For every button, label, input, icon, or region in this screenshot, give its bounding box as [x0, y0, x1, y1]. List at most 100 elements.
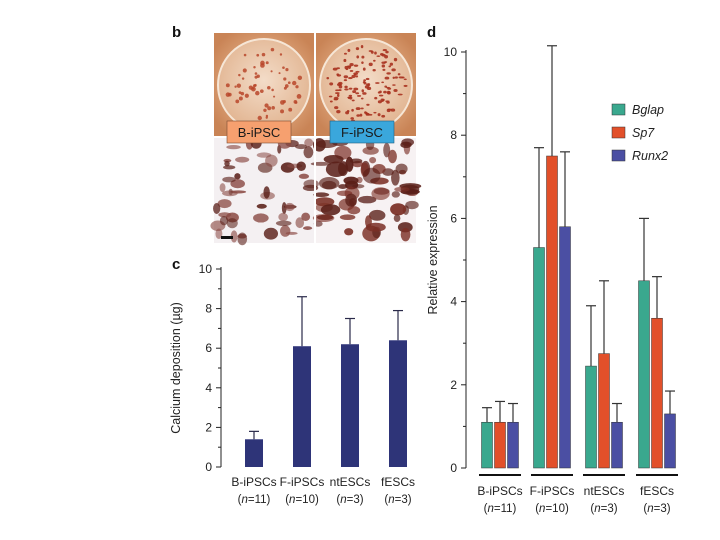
colony-dot [243, 53, 247, 57]
y-tick-label: 2 [205, 420, 212, 434]
x-n-label: (n=11) [484, 503, 517, 515]
colony-dot [361, 89, 365, 93]
colony-dot [334, 92, 340, 94]
stain-blob [235, 156, 250, 163]
colony-dot [360, 97, 364, 100]
colony-dot [356, 94, 362, 97]
label-f-ipsc: F-iPSC [341, 125, 383, 140]
colony-dot [295, 85, 299, 89]
stain-blob [390, 203, 407, 216]
colony-dot [386, 108, 391, 113]
stain-blob [222, 190, 238, 197]
colony-dot [365, 113, 370, 116]
colony-dot [397, 73, 401, 76]
colony-dot [393, 89, 398, 93]
stain-blob [303, 146, 314, 159]
stain-blob [400, 227, 411, 242]
colony-dot [344, 85, 348, 89]
legend-swatch-sp7 [611, 126, 626, 139]
stain-blob [301, 212, 311, 221]
y-tick-label: 6 [450, 211, 457, 225]
bar-runx2-fescs [664, 413, 676, 469]
colony-dot [356, 114, 361, 117]
stain-blob [304, 138, 314, 147]
colony-dot [238, 73, 241, 77]
x-tick-label: F-iPSCs [530, 484, 575, 498]
colony-dot [333, 98, 339, 101]
colonies-right [326, 44, 408, 126]
panel-b-letter: b [172, 24, 182, 41]
colony-dot [362, 67, 366, 71]
y-tick-label: 6 [205, 341, 212, 355]
colony-dot [337, 93, 340, 97]
stain-blob [295, 217, 305, 229]
colony-dot [235, 99, 240, 104]
colony-dot [346, 65, 352, 68]
colony-dot [335, 89, 340, 92]
stain-blob [285, 231, 298, 235]
label-b-ipsc: B-iPSC [238, 125, 281, 140]
colony-dot [386, 72, 391, 75]
panel-c-letter: c [172, 256, 181, 273]
colony-dot [297, 75, 303, 80]
stain-blob [368, 209, 386, 221]
y-tick-label: 0 [450, 461, 457, 475]
colony-dot [393, 57, 398, 62]
colony-dot [368, 50, 373, 52]
colony-dot [383, 90, 387, 94]
colony-dot [279, 53, 283, 56]
colony-dot [294, 101, 298, 104]
bar-runx2-ntescs [611, 421, 623, 469]
colony-dot [292, 80, 297, 86]
colony-dot [253, 66, 256, 69]
colony-dot [373, 59, 376, 62]
colony-dot [384, 76, 390, 80]
legend-label-sp7: Sp7 [632, 126, 655, 140]
colony-dot [347, 48, 351, 52]
colony-dot [283, 77, 287, 81]
y-axis-label: Relative expression [426, 205, 440, 314]
x-n-label: (n=10) [535, 503, 569, 515]
x-tick-label: fESCs [640, 484, 674, 498]
stain-blob [219, 183, 226, 193]
colony-dot [343, 58, 347, 63]
colony-dot [349, 62, 354, 67]
stain-blob [275, 220, 292, 227]
stain-blob [394, 186, 410, 192]
scale-bar [221, 236, 233, 239]
stain-blob [321, 180, 337, 190]
stain-blob [347, 206, 361, 215]
colony-dot [326, 77, 330, 80]
stain-blob [343, 176, 359, 185]
colony-dot [348, 76, 353, 80]
stain-blob [296, 161, 306, 171]
colony-dot [338, 85, 343, 89]
bar-sp7-fescs [651, 317, 663, 469]
stain-blob [218, 212, 232, 218]
stain-blob [397, 222, 413, 233]
colony-dot [403, 84, 408, 87]
colony-dot [265, 116, 268, 119]
colony-dot [278, 72, 281, 75]
colony-dot [352, 90, 357, 94]
bar-sp7-b-ipscs [494, 421, 506, 469]
label-box-left [226, 120, 292, 144]
bar-bglap-ntescs [585, 365, 597, 469]
stain-blob [295, 144, 308, 150]
y-tick-label: 0 [205, 460, 212, 474]
bar-fescs [389, 340, 407, 467]
stain-blob [222, 176, 236, 183]
stain-blob [253, 213, 269, 223]
colony-dot [263, 108, 267, 112]
colony-dot [382, 49, 388, 52]
stain-blob [263, 227, 279, 240]
colony-dot [359, 113, 363, 117]
colony-dot [389, 62, 394, 66]
colony-dot [252, 84, 256, 88]
colony-dot [329, 82, 334, 86]
colony-dot [242, 68, 247, 73]
stain-blob [224, 160, 230, 167]
stain-blob [234, 173, 241, 180]
